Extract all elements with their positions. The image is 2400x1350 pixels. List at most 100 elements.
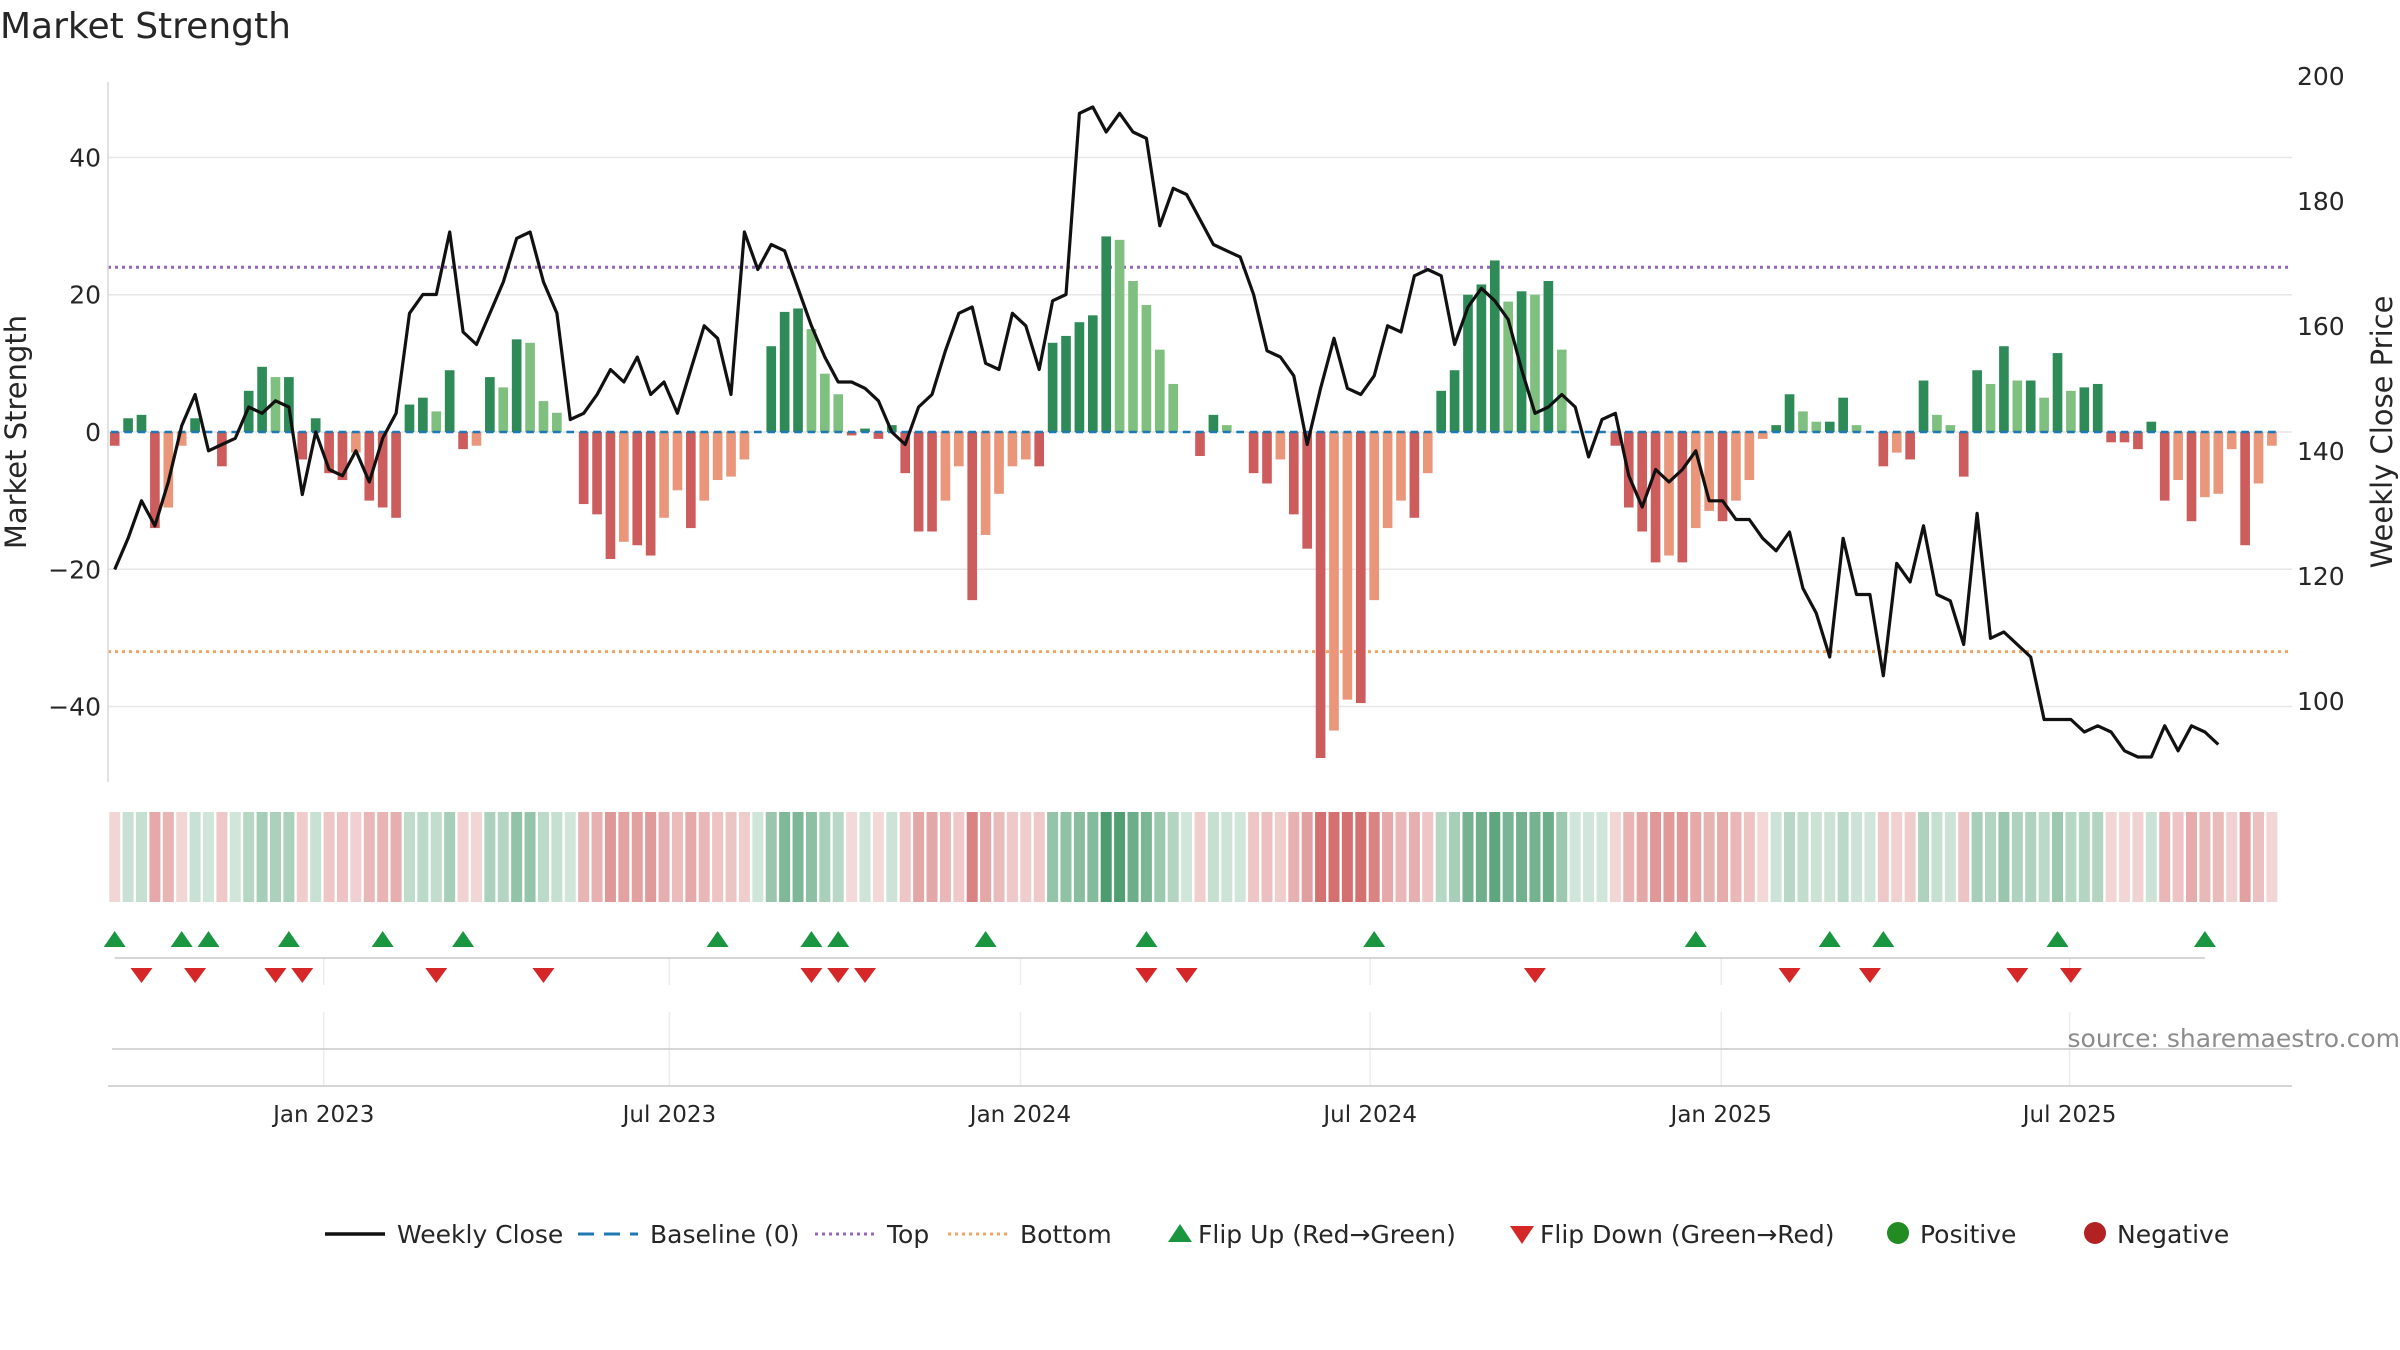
strength-bar [1972, 370, 1982, 432]
flip-up-marker [2193, 931, 2216, 947]
strength-bar [351, 432, 361, 453]
legend-label: Negative [2117, 1220, 2229, 1249]
heat-cell [444, 812, 456, 902]
strength-bar [1248, 432, 1259, 474]
heat-cell [1127, 812, 1139, 902]
flip-up-marker [1872, 931, 1895, 947]
strength-bar [1034, 432, 1045, 467]
heat-cell [618, 812, 630, 902]
strength-bar [310, 418, 321, 432]
flip-up-marker [706, 931, 729, 947]
strength-bar [1436, 390, 1447, 432]
heat-cell [886, 812, 898, 902]
heat-cell [310, 812, 322, 902]
heat-cell [1676, 812, 1688, 902]
heat-cell [1047, 812, 1059, 902]
strength-bar [1288, 432, 1299, 515]
x-tick-label: Jul 2025 [2021, 1102, 2117, 1128]
heat-cell [2119, 812, 2131, 902]
flip-signal-strip [103, 931, 2216, 985]
x-tick-label: Jan 2024 [968, 1102, 1071, 1128]
strength-bar [2226, 432, 2237, 450]
flip-down-marker [1858, 968, 1881, 983]
strength-bar [1932, 414, 1942, 432]
heat-cell [1341, 812, 1353, 902]
heat-cell [243, 812, 255, 902]
heat-cell [1931, 812, 1943, 902]
strength-bar [712, 432, 723, 481]
heat-cell [939, 812, 951, 902]
flip-up-marker [452, 931, 475, 947]
strength-bar [1141, 305, 1152, 432]
strength-bar [377, 432, 388, 508]
heat-cell [162, 812, 174, 902]
strength-bar [1918, 380, 1929, 432]
heat-cell [2253, 812, 2264, 902]
legend-label: Bottom [1020, 1220, 1112, 1249]
heat-cell [269, 812, 281, 902]
heat-cell [2266, 812, 2278, 902]
strength-bar [659, 432, 669, 518]
heat-cell [176, 812, 188, 902]
legend-negative-swatch [2084, 1222, 2106, 1244]
strength-bar [2106, 432, 2116, 443]
strength-bar [511, 339, 522, 432]
strength-bar [2173, 432, 2183, 481]
heat-cell [1395, 812, 1407, 902]
flip-down-marker [2059, 968, 2082, 983]
heat-cell [2011, 812, 2023, 902]
flip-up-marker [974, 931, 997, 947]
heat-cell [1248, 812, 1260, 902]
legend: Weekly Close Baseline (0) Top Bottom Flip Up… [325, 1220, 2229, 1249]
flip-down-marker [827, 968, 850, 983]
heat-cell [377, 812, 389, 902]
flip-up-marker [827, 931, 850, 947]
strength-bar [1087, 315, 1098, 432]
strength-bar [525, 342, 535, 432]
strength-bar [471, 432, 482, 446]
strength-bar [873, 432, 884, 439]
strength-bar [1382, 432, 1393, 529]
heat-cell [1301, 812, 1313, 902]
left-y-tick-label: −40 [48, 693, 101, 722]
heat-cell [819, 812, 831, 902]
heat-cell [591, 812, 603, 902]
heat-cell [1167, 812, 1179, 902]
heat-cell [698, 812, 710, 902]
strength-bar [900, 432, 911, 474]
strength-bar [726, 432, 736, 477]
strength-bar [2119, 432, 2130, 443]
strength-bar [1530, 294, 1540, 432]
strength-bar [1128, 281, 1138, 432]
strength-bar [1101, 236, 1112, 432]
strength-bar [1757, 432, 1768, 439]
heat-cell [604, 812, 616, 902]
strength-bar [1489, 260, 1500, 432]
heat-cell [189, 812, 201, 902]
heat-cell [578, 812, 590, 902]
heat-cell [363, 812, 375, 902]
heat-cell [2159, 812, 2171, 902]
strength-bar [980, 432, 991, 535]
strength-bar [1047, 342, 1058, 432]
heat-cell [1797, 812, 1809, 902]
strength-bar [136, 414, 147, 432]
strength-bar [1168, 383, 1179, 432]
strength-bar [1061, 335, 1071, 432]
strength-bar [1208, 414, 1219, 432]
strength-bar [444, 370, 455, 432]
heat-cell [1770, 812, 1782, 902]
strength-bar [1784, 394, 1795, 432]
strength-bar [699, 432, 710, 501]
heat-cell [2199, 812, 2211, 902]
heat-cell [202, 812, 214, 902]
flip-up-marker [1684, 931, 1707, 947]
strength-bar [150, 432, 160, 529]
heat-cell [1073, 812, 1085, 902]
heat-cell [2172, 812, 2184, 902]
heat-cell [1435, 812, 1447, 902]
heat-cell [966, 812, 978, 902]
heat-cell [1824, 812, 1836, 902]
heat-cell [323, 812, 335, 902]
